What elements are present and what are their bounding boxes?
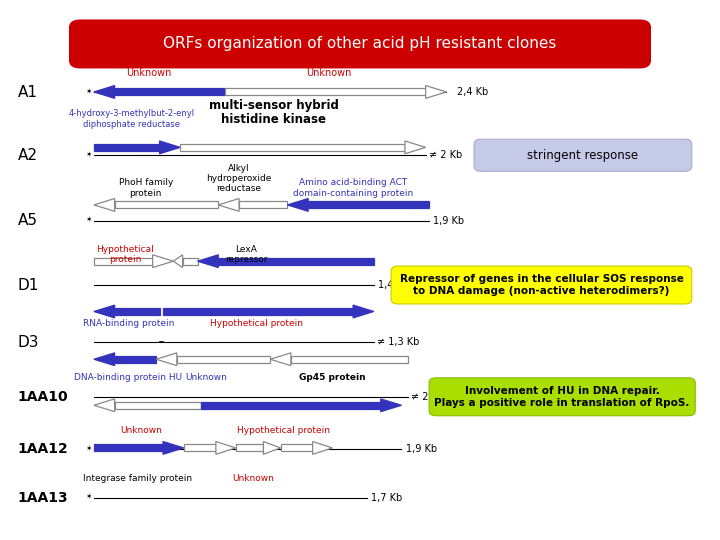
Text: 1,7 Kb: 1,7 Kb (371, 493, 402, 503)
Bar (94, 258, 153, 265)
Text: Unknown: Unknown (306, 69, 351, 78)
Text: 1,4 Kb: 1,4 Kb (378, 280, 409, 290)
Text: D1: D1 (18, 278, 39, 293)
Bar (291, 356, 408, 363)
Polygon shape (353, 305, 374, 318)
Bar (94, 444, 163, 451)
Text: PhoH family
protein: PhoH family protein (119, 179, 173, 198)
Polygon shape (312, 442, 333, 454)
Bar (281, 444, 312, 451)
Text: RNA-binding protein: RNA-binding protein (83, 319, 174, 328)
Text: ✶: ✶ (86, 494, 92, 502)
Text: Integrase family protein: Integrase family protein (83, 474, 192, 483)
Polygon shape (270, 353, 291, 366)
Bar (308, 201, 429, 208)
Polygon shape (153, 255, 174, 268)
Polygon shape (426, 85, 446, 98)
Text: 1,9 Kb: 1,9 Kb (405, 444, 437, 454)
Bar (114, 402, 201, 409)
Bar (177, 356, 270, 363)
Polygon shape (216, 442, 235, 454)
Text: 1AA13: 1AA13 (18, 491, 68, 505)
Text: multi-sensor hybrid
histidine kinase: multi-sensor hybrid histidine kinase (209, 99, 338, 126)
Polygon shape (264, 442, 281, 454)
Text: Alkyl
hydroperoxide
reductase: Alkyl hydroperoxide reductase (207, 164, 271, 193)
Text: Unknown: Unknown (186, 373, 228, 382)
Bar (183, 258, 197, 265)
Bar (218, 258, 374, 265)
Text: Unknown: Unknown (232, 474, 274, 483)
Text: A1: A1 (18, 85, 38, 99)
Bar (94, 144, 160, 151)
Text: Unknown: Unknown (120, 426, 162, 435)
Text: ✶: ✶ (86, 217, 92, 225)
Text: stringent response: stringent response (527, 148, 639, 162)
Text: ≠ 2 Kb: ≠ 2 Kb (429, 150, 462, 160)
Text: 2,4 Kb: 2,4 Kb (456, 87, 488, 97)
Bar (239, 201, 287, 208)
Text: ✶: ✶ (86, 151, 92, 160)
Bar (201, 402, 381, 409)
Text: ≠ 1,3 Kb: ≠ 1,3 Kb (377, 338, 419, 347)
Bar (163, 308, 353, 315)
Polygon shape (405, 141, 426, 154)
Bar (114, 356, 156, 363)
Bar (225, 89, 426, 96)
Bar (235, 444, 264, 451)
Text: 1,9 Kb: 1,9 Kb (433, 216, 464, 226)
Text: Hypothetical
protein: Hypothetical protein (96, 245, 154, 264)
Text: D3: D3 (18, 335, 40, 350)
Text: 4-hydroxy-3-methylbut-2-enyl
diphosphate reductase: 4-hydroxy-3-methylbut-2-enyl diphosphate… (69, 110, 195, 129)
Bar (114, 89, 225, 96)
Text: Unknown: Unknown (127, 69, 172, 78)
Text: ✶: ✶ (86, 445, 92, 454)
FancyBboxPatch shape (70, 20, 650, 68)
Text: A5: A5 (18, 213, 38, 228)
Text: ✶: ✶ (86, 87, 92, 97)
Bar (184, 444, 216, 451)
Text: 1AA12: 1AA12 (18, 442, 68, 456)
Text: Involvement of HU in DNA repair.
Plays a positive role in translation of RpoS.: Involvement of HU in DNA repair. Plays a… (434, 386, 690, 408)
FancyBboxPatch shape (429, 378, 696, 416)
Text: Repressor of genes in the cellular SOS response
to DNA damage (non-active hetero: Repressor of genes in the cellular SOS r… (400, 274, 683, 296)
FancyBboxPatch shape (474, 139, 692, 171)
Polygon shape (197, 255, 218, 268)
Polygon shape (94, 199, 114, 211)
Text: 1AA10: 1AA10 (18, 390, 68, 404)
Polygon shape (287, 199, 308, 211)
Polygon shape (94, 305, 114, 318)
Bar (180, 144, 405, 151)
Polygon shape (94, 353, 114, 366)
Polygon shape (94, 399, 114, 411)
Text: ORFs organization of other acid pH resistant clones: ORFs organization of other acid pH resis… (163, 37, 557, 51)
Text: Hypothetical protein: Hypothetical protein (210, 319, 303, 328)
Polygon shape (218, 199, 239, 211)
Text: A2: A2 (18, 148, 38, 163)
Polygon shape (174, 255, 183, 268)
Text: Amino acid-binding ACT
domain-containing protein: Amino acid-binding ACT domain-containing… (293, 179, 413, 198)
Text: Hypothetical protein: Hypothetical protein (238, 426, 330, 435)
Text: LexA
repressor: LexA repressor (225, 245, 267, 264)
Polygon shape (94, 85, 114, 98)
FancyBboxPatch shape (391, 266, 692, 304)
Text: Gp45 protein: Gp45 protein (299, 373, 366, 382)
Text: ≠ 2 Kb: ≠ 2 Kb (411, 392, 444, 402)
Text: DNA-binding protein HU: DNA-binding protein HU (74, 373, 182, 382)
Bar (114, 201, 218, 208)
Polygon shape (160, 141, 180, 154)
Polygon shape (381, 399, 402, 411)
Bar (114, 308, 160, 315)
Polygon shape (163, 442, 184, 454)
Polygon shape (156, 353, 177, 366)
